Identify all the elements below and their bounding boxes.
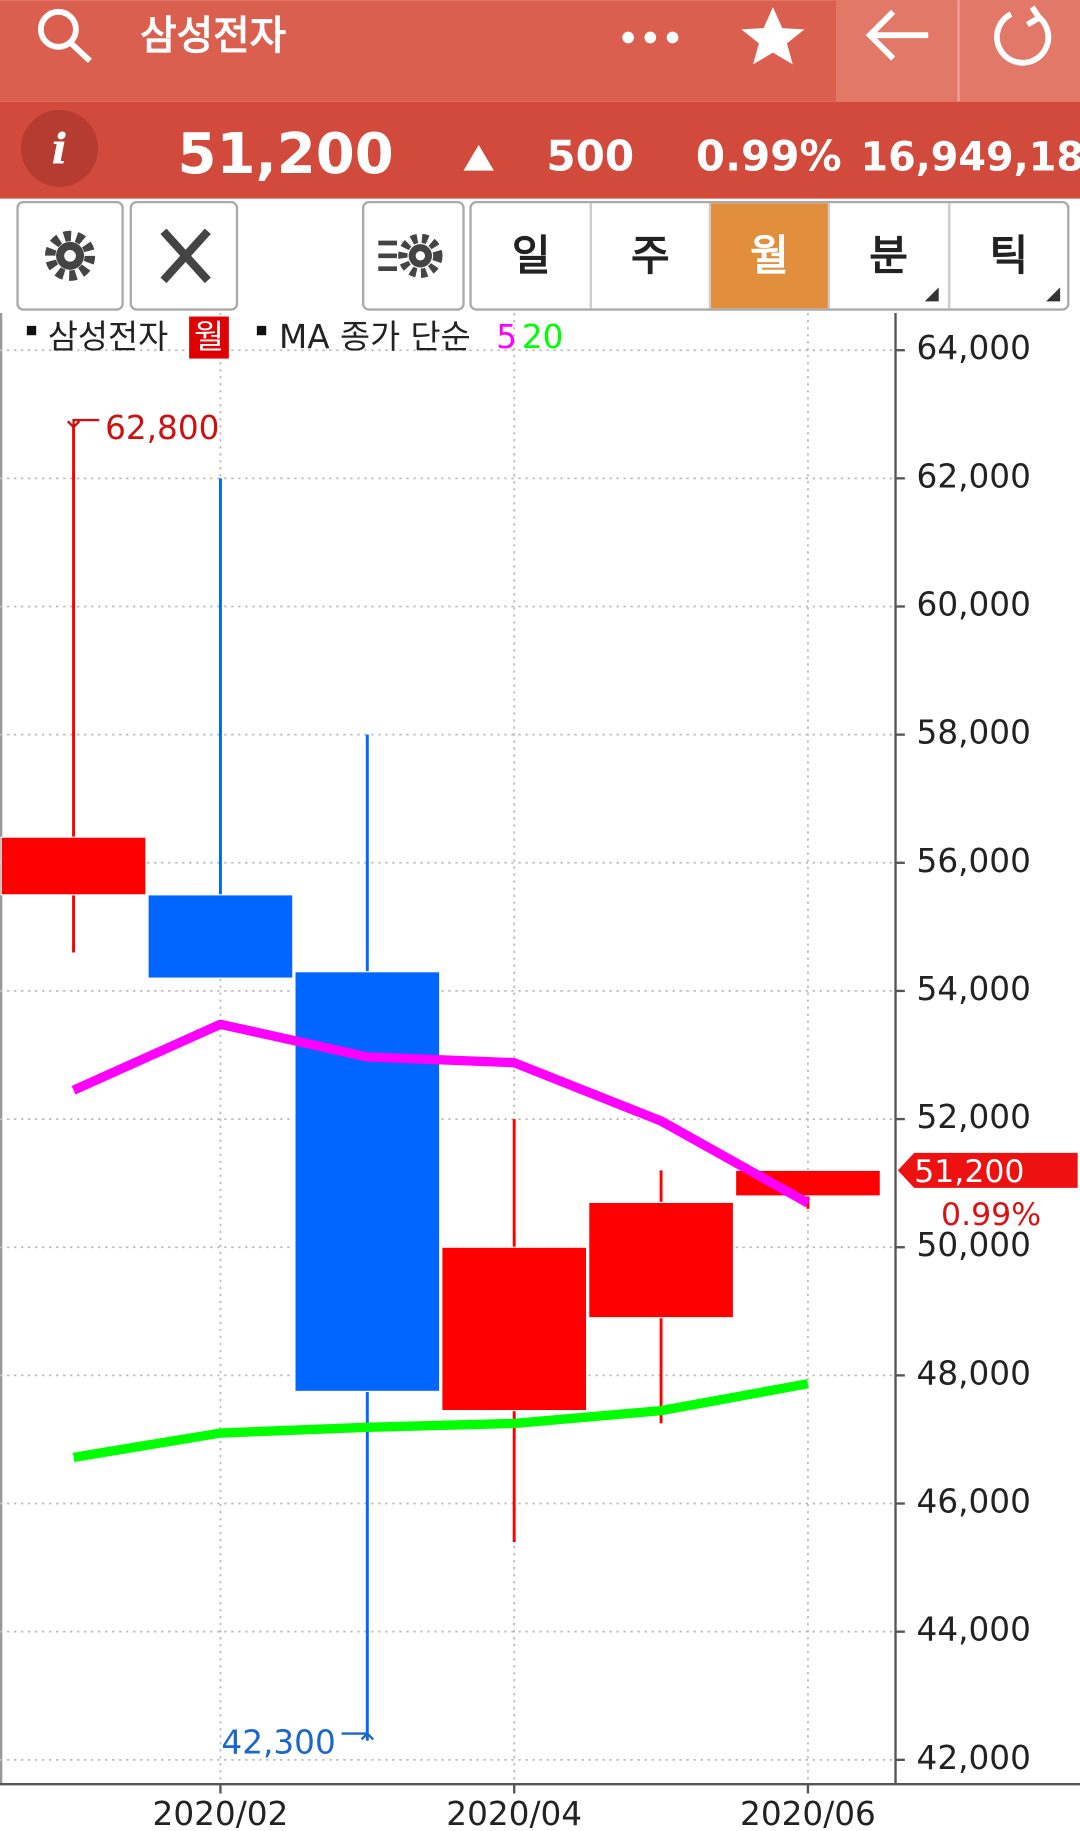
- low-label: 42,300: [221, 1723, 335, 1761]
- high-arrow: [66, 418, 100, 428]
- legend-entry: 20: [522, 318, 564, 356]
- x-tick-label: 2020/06: [740, 1795, 876, 1831]
- y-tick-label: 56,000: [917, 842, 1031, 880]
- ma-line: [72, 1379, 809, 1462]
- y-tick-label: 44,000: [917, 1611, 1031, 1649]
- refresh-icon[interactable]: [994, 5, 1052, 66]
- y-tick-label: 48,000: [917, 1354, 1031, 1392]
- tab[interactable]: 일: [512, 231, 551, 280]
- last-price-label: 51,200: [914, 1154, 1024, 1190]
- candle-body: [294, 971, 441, 1392]
- ma-line: [71, 1019, 811, 1208]
- indicator-icon: [378, 233, 443, 279]
- legend-ma: MA 종가 단순: [279, 318, 471, 356]
- info-icon: i: [52, 125, 68, 174]
- y-tick-label: 58,000: [917, 714, 1031, 752]
- plot: 62,800 42,300 51,200 0.99%: [0, 409, 1078, 1761]
- y-tick-label: 64,000: [917, 329, 1031, 367]
- y-tick-label: 42,000: [917, 1739, 1031, 1777]
- legend-entry: 5: [496, 318, 517, 356]
- legend-symbol: 삼성전자: [48, 318, 168, 356]
- change-rate: 0.99%: [696, 132, 842, 181]
- candle-body: [147, 894, 294, 979]
- grid: 42,000 44,000 46,000 48,000 50,000 52,000 54,0…: [0, 313, 1031, 1831]
- candle-body: [0, 836, 147, 896]
- y-tick-label: 60,000: [917, 585, 1031, 623]
- last-change-label: 0.99%: [941, 1197, 1041, 1233]
- candle-body: [441, 1246, 588, 1412]
- legend-period-box: [189, 316, 229, 359]
- tab[interactable]: 주: [631, 231, 670, 280]
- back-icon[interactable]: [865, 9, 929, 61]
- y-tick-label: 54,000: [917, 970, 1031, 1008]
- candle-body: [588, 1201, 735, 1319]
- stock-title: 삼성전자: [140, 13, 287, 59]
- y-tick-label: 50,000: [917, 1226, 1031, 1264]
- legend-period: 월: [194, 318, 224, 356]
- active-tab[interactable]: [709, 203, 829, 309]
- tab[interactable]: 분: [869, 231, 908, 280]
- y-tick-label: 52,000: [917, 1098, 1031, 1136]
- low-arrow: [341, 1732, 374, 1741]
- up-arrow: [463, 144, 494, 171]
- high-label: 62,800: [105, 409, 219, 447]
- tab[interactable]: 월: [750, 231, 789, 280]
- last-price-tag: [897, 1152, 1078, 1188]
- settings-icon: [44, 230, 96, 281]
- volume: 16,949,183: [860, 135, 1080, 181]
- price: 51,200: [177, 122, 393, 187]
- x-tick-label: 2020/04: [446, 1795, 582, 1831]
- info-button[interactable]: [21, 109, 99, 187]
- search-icon[interactable]: [37, 8, 92, 63]
- more-icon[interactable]: [622, 31, 679, 44]
- tools-icon: [160, 228, 211, 284]
- price-bar: [0, 101, 1080, 199]
- x-tick-label: 2020/02: [153, 1795, 289, 1831]
- legend-marker: [26, 325, 37, 336]
- legend-marker: [256, 325, 267, 336]
- change: 500: [546, 132, 634, 181]
- tab[interactable]: 틱: [989, 231, 1028, 280]
- favorite-icon[interactable]: [741, 7, 805, 65]
- y-tick-label: 62,000: [917, 457, 1031, 495]
- y-tick-label: 46,000: [917, 1483, 1031, 1521]
